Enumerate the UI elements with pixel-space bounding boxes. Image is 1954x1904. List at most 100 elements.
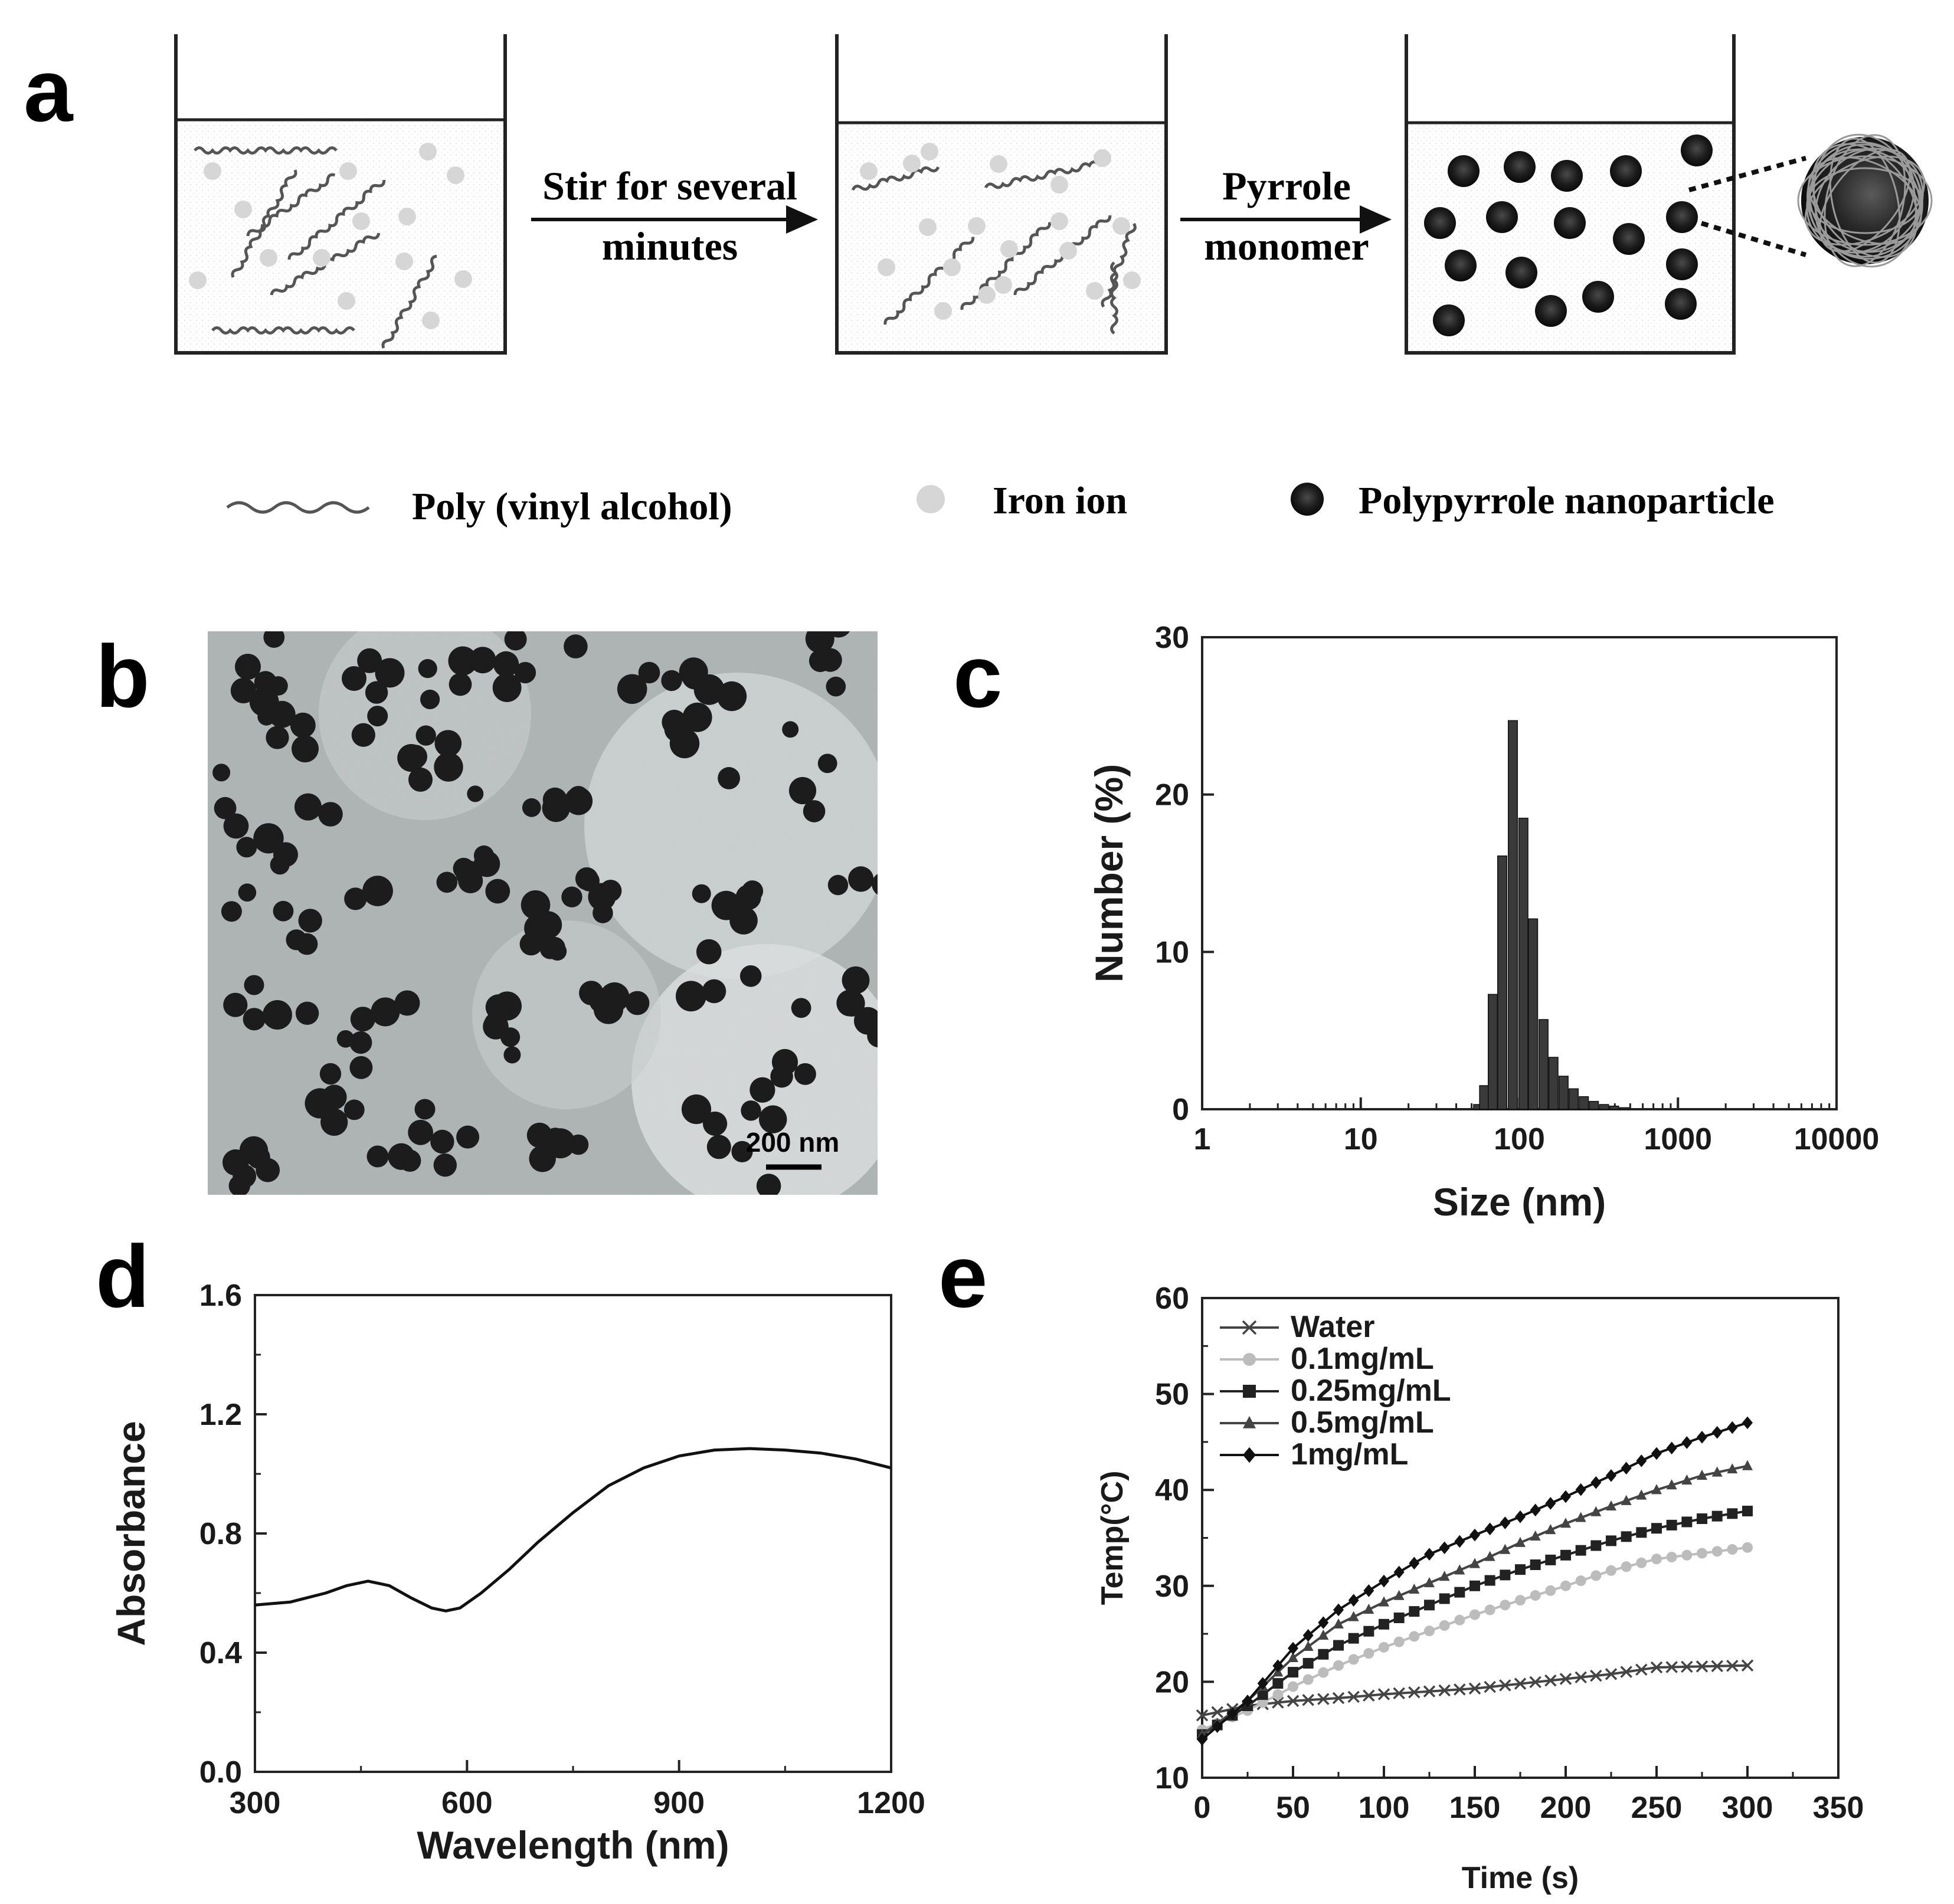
- pva-chain: [851, 166, 940, 191]
- series-marker: [1484, 1575, 1495, 1586]
- tem-particle: [319, 1063, 342, 1085]
- tem-particle: [375, 658, 405, 688]
- series-marker: [1318, 1616, 1329, 1629]
- tem-particle: [415, 725, 436, 746]
- series-marker: [1605, 1668, 1618, 1680]
- absorbance-line: [254, 1447, 892, 1613]
- tem-particle: [718, 767, 740, 789]
- tem-particle: [212, 763, 231, 782]
- tem-particle: [741, 1100, 761, 1121]
- series-marker: [1590, 1476, 1602, 1489]
- series-marker: [1243, 1385, 1256, 1398]
- series-marker: [1454, 1587, 1465, 1598]
- tem-particle: [703, 1111, 728, 1136]
- tem-particle: [504, 631, 527, 651]
- tem-particle: [414, 1099, 436, 1120]
- tem-particle: [521, 890, 551, 920]
- series-marker: [1302, 1694, 1314, 1706]
- ppy-nanoparticle: [1424, 207, 1456, 239]
- y-tick-label: 30: [1155, 621, 1189, 655]
- x-axis-label: Time (s): [1462, 1861, 1579, 1895]
- histogram-bar: [1619, 1107, 1629, 1110]
- series-marker: [1317, 1693, 1330, 1705]
- tem-particle: [548, 942, 567, 961]
- ppy-nanoparticle: [1681, 135, 1713, 166]
- histogram-bar: [1548, 1057, 1559, 1110]
- y-axis-label: Number (%): [1087, 764, 1131, 982]
- iron-ion: [1050, 176, 1068, 194]
- iron-ion: [994, 276, 1012, 294]
- series-marker: [1636, 1454, 1647, 1467]
- tem-particle: [625, 991, 650, 1015]
- series-marker: [1560, 1580, 1571, 1591]
- tem-particle: [420, 689, 440, 709]
- series-marker: [1666, 1479, 1677, 1490]
- series-marker: [1621, 1495, 1632, 1505]
- pva-chain: [231, 169, 297, 278]
- series-marker: [1711, 1466, 1723, 1477]
- series-marker: [1727, 1544, 1738, 1555]
- tem-particle: [782, 721, 799, 738]
- series-marker: [1545, 1554, 1556, 1565]
- series-marker: [1197, 1733, 1207, 1746]
- legend-entry: 0.1mg/mL: [1291, 1342, 1434, 1376]
- pva-chain: [246, 173, 336, 237]
- tem-particle: [848, 866, 874, 892]
- y-tick-label: 0.4: [199, 1636, 242, 1670]
- tem-particle: [434, 752, 463, 782]
- series-marker: [1409, 1583, 1420, 1594]
- series-marker: [1484, 1604, 1495, 1615]
- tem-particle: [578, 870, 600, 892]
- x-tick-label: 1: [1194, 1122, 1211, 1156]
- ppy-nanoparticle: [1554, 207, 1586, 239]
- series-marker: [1559, 1673, 1572, 1685]
- tem-particle: [294, 793, 322, 821]
- series-marker: [1333, 1618, 1344, 1629]
- beaker-1: [174, 34, 507, 355]
- histogram-bar: [1558, 1076, 1569, 1110]
- tem-particle: [756, 1174, 781, 1195]
- series-marker: [1681, 1516, 1693, 1528]
- series-marker: [1606, 1535, 1616, 1546]
- series-marker: [1409, 1556, 1420, 1570]
- tem-particle: [682, 702, 712, 732]
- series-marker: [1636, 1557, 1647, 1568]
- ppy-nanoparticle: [1448, 155, 1480, 187]
- tem-particle: [223, 992, 248, 1017]
- series-marker: [1348, 1654, 1359, 1665]
- series-marker: [1332, 1692, 1345, 1705]
- step2-label-line2: monomer: [1204, 224, 1369, 268]
- tem-particle: [273, 900, 294, 922]
- iron-ion: [352, 212, 370, 230]
- tem-particle: [365, 681, 388, 704]
- iron-ion: [1123, 271, 1141, 289]
- pva-wrap-strand: [1815, 148, 1915, 254]
- series-marker: [1515, 1564, 1526, 1575]
- tem-particle: [290, 712, 316, 738]
- tem-particle: [617, 674, 647, 704]
- tem-particle: [564, 786, 593, 815]
- tem-particle: [545, 1128, 575, 1159]
- series-marker: [1514, 1677, 1527, 1690]
- series-marker: [1575, 1671, 1587, 1684]
- tem-particle: [256, 1158, 280, 1182]
- series-marker: [1651, 1523, 1662, 1534]
- tem-particle: [268, 700, 296, 728]
- tem-particle: [877, 1013, 878, 1017]
- series-marker: [1272, 1678, 1284, 1689]
- series-marker: [1393, 1565, 1405, 1579]
- tem-particle: [469, 647, 496, 674]
- series-marker: [1635, 1663, 1648, 1676]
- tem-particle: [467, 785, 484, 802]
- series-marker: [1515, 1595, 1526, 1606]
- ppy-nanoparticle: [1433, 304, 1465, 336]
- x-tick-label: 0: [1194, 1791, 1211, 1825]
- series-marker: [1666, 1519, 1677, 1531]
- tem-particle: [236, 837, 257, 858]
- series-marker: [1560, 1549, 1571, 1561]
- tem-particle: [682, 663, 708, 690]
- series-marker: [1439, 1571, 1450, 1581]
- tem-particle: [397, 744, 426, 772]
- series-marker: [1288, 1667, 1298, 1678]
- series-marker: [1424, 1577, 1435, 1588]
